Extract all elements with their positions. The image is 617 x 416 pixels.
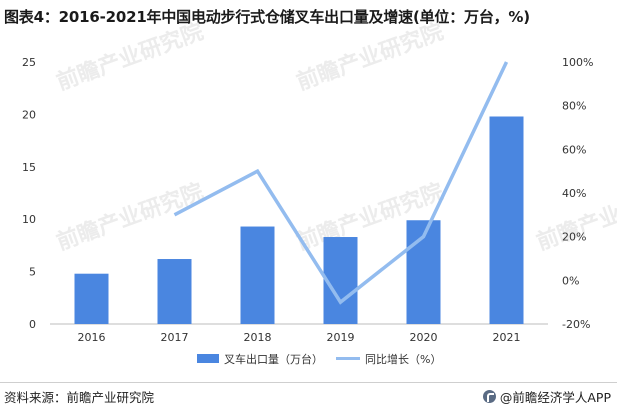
- x-axis-tick-labels: 2016 2017 2018 2019 2020 2021: [78, 331, 521, 344]
- left-tick-label: 15: [22, 161, 36, 174]
- line-series: [173, 61, 509, 305]
- right-tick-label: 60%: [562, 143, 586, 156]
- chart-title: 图表4：2016-2021年中国电动步行式仓储叉车出口量及增速(单位：万台，%): [4, 8, 530, 26]
- left-tick-label: 20: [22, 108, 36, 121]
- x-tick-label: 2016: [78, 331, 106, 344]
- right-axis-ticks: -20% 0% 20% 40% 60% 80% 100%: [562, 56, 593, 331]
- x-tick-label: 2017: [161, 331, 189, 344]
- right-tick-label: 80%: [562, 100, 586, 113]
- watermark-text: 前瞻产业研究院: [53, 179, 207, 256]
- right-tick-label: 40%: [562, 187, 586, 200]
- right-tick-label: 0%: [562, 274, 579, 287]
- brand-logo-icon: [482, 390, 496, 403]
- footer-divider: [0, 382, 617, 383]
- legend-bar-swatch: [197, 354, 219, 363]
- source-note: 资料来源：前瞻产业研究院: [4, 390, 155, 405]
- watermark-text: 前瞻产业研究院: [53, 19, 207, 96]
- x-tick-label: 2018: [244, 331, 272, 344]
- x-tick-label: 2019: [327, 331, 355, 344]
- bar-2016: [74, 273, 109, 324]
- left-tick-label: 25: [22, 56, 36, 69]
- bar-2018: [240, 226, 275, 324]
- watermark-text: 前瞻产业研究院: [293, 19, 447, 96]
- right-tick-label: 100%: [562, 56, 593, 69]
- brand-credit: @前瞻经济学人APP: [482, 387, 611, 406]
- legend-bar-label: 叉车出口量（万台）: [224, 352, 323, 366]
- left-axis-ticks: 0 5 10 15 20 25: [22, 56, 36, 331]
- left-tick-label: 10: [22, 213, 36, 226]
- left-tick-label: 5: [29, 266, 36, 279]
- legend-line-label: 同比增长（%）: [365, 352, 441, 366]
- bar-2019: [323, 237, 358, 324]
- right-tick-label: 20%: [562, 231, 586, 244]
- x-tick-label: 2020: [410, 331, 438, 344]
- bar-2017: [157, 259, 192, 324]
- right-tick-label: -20%: [562, 318, 590, 331]
- left-tick-label: 0: [29, 318, 36, 331]
- legend: 叉车出口量（万台） 同比增长（%）: [197, 352, 441, 366]
- x-tick-label: 2021: [493, 331, 521, 344]
- brand-text: @前瞻经济学人APP: [499, 390, 611, 405]
- bar-2021: [489, 116, 524, 324]
